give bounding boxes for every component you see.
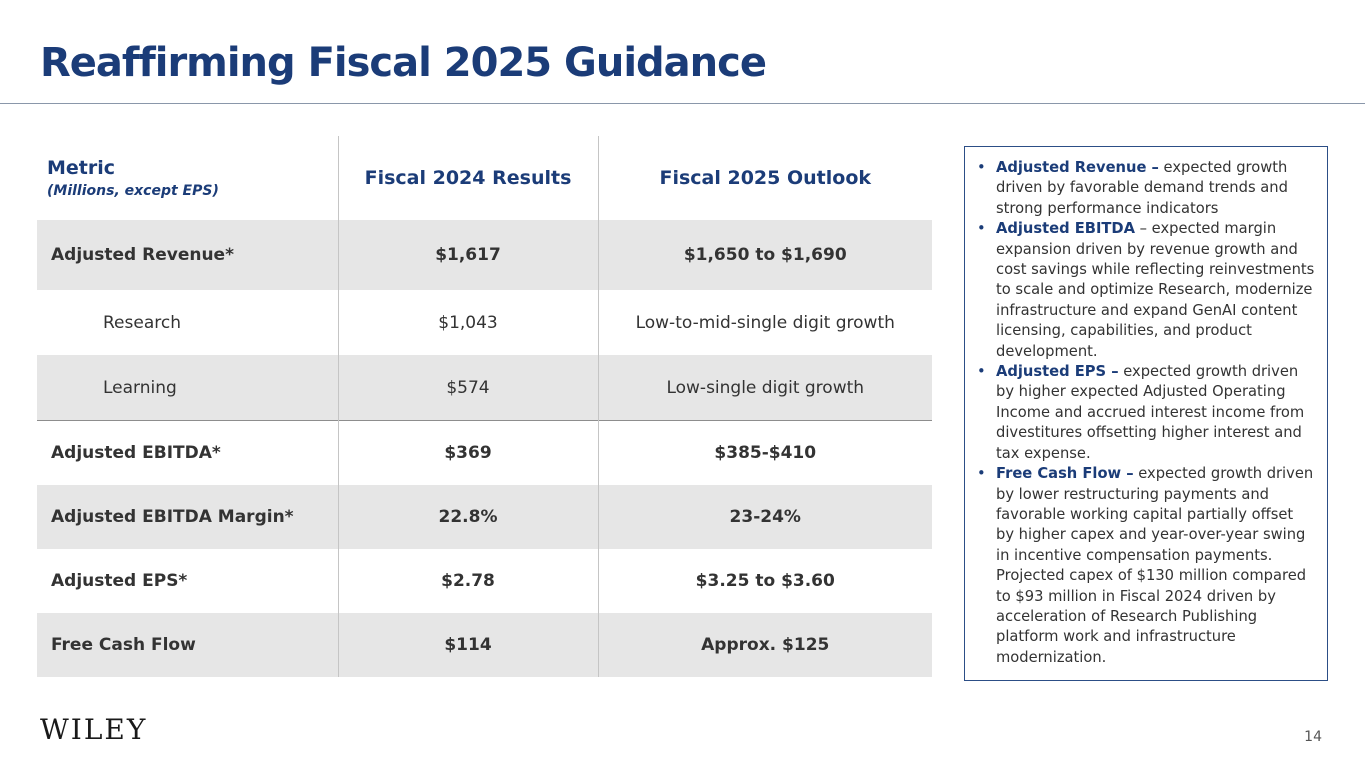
page-title: Reaffirming Fiscal 2025 Guidance: [40, 40, 767, 86]
table-row: Adjusted EBITDA Margin* 22.8% 23-24%: [37, 485, 932, 549]
metric-header-note: (Millions, except EPS): [47, 183, 219, 199]
note-term: Adjusted EBITDA: [996, 220, 1135, 238]
note-text: expected growth driven by lower restruct…: [996, 465, 1314, 666]
note-term: Adjusted EPS –: [996, 363, 1119, 381]
list-item: • Free Cash Flow – expected growth driven…: [977, 464, 1315, 668]
row-label: Free Cash Flow: [37, 613, 338, 677]
guidance-notes-list: • Adjusted Revenue – expected growth driv…: [977, 158, 1315, 668]
fy2024-header: Fiscal 2024 Results: [337, 136, 598, 220]
table-row: Adjusted EBITDA* $369 $385-$410: [37, 420, 932, 485]
table-row: Free Cash Flow $114 Approx. $125: [37, 613, 932, 677]
fy2025-value: $3.25 to $3.60: [597, 549, 932, 613]
guidance-notes-box: • Adjusted Revenue – expected growth driv…: [964, 146, 1328, 681]
row-label: Adjusted EPS*: [51, 571, 188, 591]
note-term: Free Cash Flow –: [996, 465, 1134, 483]
fy2024-value: $369: [337, 420, 598, 485]
table-row: Adjusted Revenue* $1,617 $1,650 to $1,69…: [37, 220, 932, 290]
fy2024-value: $1,617: [337, 220, 598, 290]
fy2025-header: Fiscal 2025 Outlook: [597, 136, 932, 220]
note-text: expected growth driven by higher expecte…: [996, 363, 1305, 462]
page-number: 14: [1304, 729, 1322, 745]
fy2024-value: $574: [337, 355, 598, 421]
note-text: expected growth driven by favorable dema…: [996, 159, 1288, 217]
guidance-table: Metric (Millions, except EPS) Fiscal 202…: [37, 136, 932, 677]
row-label: Research: [103, 312, 181, 333]
metric-header-title: Metric: [47, 157, 116, 179]
row-label: Adjusted EBITDA*: [37, 420, 338, 485]
note-text: – expected margin expansion driven by re…: [996, 220, 1315, 360]
table-row: Adjusted EPS* $2.78 $3.25 to $3.60: [37, 549, 932, 613]
bullet-icon: •: [977, 465, 986, 483]
table-row: Research $1,043 Low-to-mid-single digit …: [37, 290, 932, 355]
fy2024-value: $114: [337, 613, 598, 677]
fy2025-value: Low-to-mid-single digit growth: [597, 290, 932, 355]
bullet-icon: •: [977, 220, 986, 238]
table-row: Learning $574 Low-single digit growth: [37, 355, 932, 421]
list-item: • Adjusted EBITDA – expected margin expan…: [977, 219, 1315, 362]
row-label: Learning: [37, 355, 338, 421]
fy2025-value: 23-24%: [597, 485, 932, 549]
table-header-row: Metric (Millions, except EPS) Fiscal 202…: [37, 136, 932, 220]
fy2025-value: Low-single digit growth: [597, 355, 932, 421]
row-label: Adjusted Revenue*: [37, 220, 338, 290]
note-term: Adjusted Revenue –: [996, 159, 1159, 176]
fy2024-value: $1,043: [337, 290, 598, 355]
fy2025-value: $1,650 to $1,690: [597, 220, 932, 290]
bullet-icon: •: [977, 363, 986, 381]
fy2025-value: Approx. $125: [597, 613, 932, 677]
fy2024-value: 22.8%: [337, 485, 598, 549]
bullet-icon: •: [977, 159, 986, 176]
wiley-logo: WILEY: [40, 713, 148, 746]
fy2025-value: $385-$410: [597, 420, 932, 485]
row-label: Adjusted EBITDA Margin*: [37, 485, 338, 549]
title-divider: [0, 103, 1365, 104]
fy2024-value: $2.78: [337, 549, 598, 613]
metric-header: Metric (Millions, except EPS): [37, 136, 338, 220]
list-item: • Adjusted Revenue – expected growth driv…: [977, 158, 1315, 219]
list-item: • Adjusted EPS – expected growth driven b…: [977, 362, 1315, 464]
